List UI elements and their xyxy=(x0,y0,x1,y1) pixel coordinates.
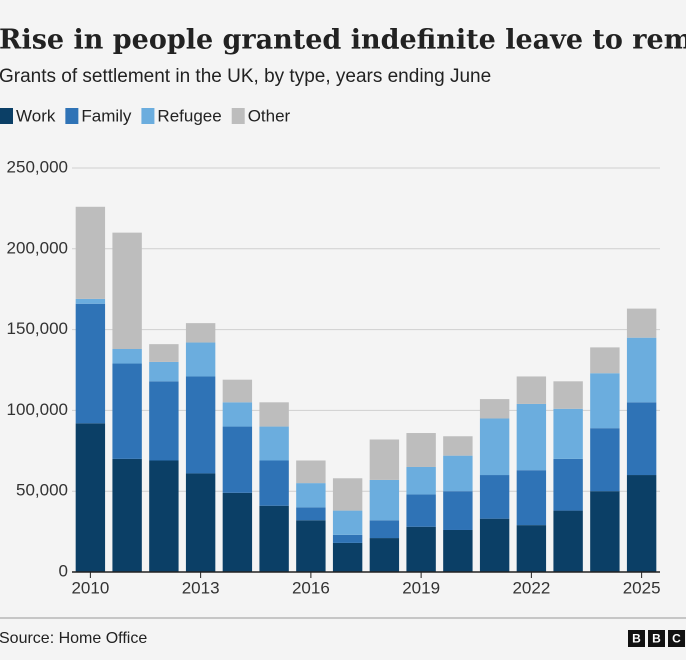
bar-segment xyxy=(553,381,583,409)
bar-segment xyxy=(479,475,510,519)
logo-letter: C xyxy=(672,632,681,646)
bar-segment xyxy=(75,298,106,304)
bar-segment xyxy=(516,525,547,572)
logo-box xyxy=(648,630,665,647)
bar-segment xyxy=(75,206,106,299)
y-tick-label: 250,000 xyxy=(7,157,68,176)
y-tick-label: 150,000 xyxy=(7,319,68,338)
bar-segment xyxy=(332,478,363,511)
bar-segment xyxy=(149,381,179,461)
legend-swatch xyxy=(65,108,79,124)
bar-segment xyxy=(626,402,657,476)
bar-segment xyxy=(479,418,510,476)
chart-title: Rise in people granted indefinite leave … xyxy=(0,25,686,56)
bar-segment xyxy=(185,473,216,572)
bar-segment xyxy=(112,232,142,349)
y-tick-label: 50,000 xyxy=(16,481,68,500)
bar-segment xyxy=(406,466,436,495)
bar-segment xyxy=(626,308,657,338)
bar-segment xyxy=(332,542,363,572)
logo-letter: B xyxy=(652,632,661,646)
bar-segment xyxy=(553,510,583,572)
x-tick-label: 2019 xyxy=(402,578,440,597)
bar-segment xyxy=(222,379,253,403)
bar-segment xyxy=(185,323,216,343)
bar-segment xyxy=(75,303,106,424)
bar-segment xyxy=(222,402,253,427)
bar-segment xyxy=(259,505,289,572)
bar-segment xyxy=(369,520,400,539)
bar-segment xyxy=(332,534,363,543)
bar-segment xyxy=(259,402,289,427)
bar-segment xyxy=(590,428,620,492)
x-tick-label: 2013 xyxy=(182,578,220,597)
bar-segment xyxy=(406,433,436,467)
y-tick-label: 100,000 xyxy=(7,400,68,419)
bar-segment xyxy=(185,376,216,474)
bar-segment xyxy=(149,361,179,382)
legend-label: Work xyxy=(16,106,56,125)
bar-segment xyxy=(516,403,547,471)
bar-segment xyxy=(406,526,436,572)
x-tick-label: 2025 xyxy=(623,578,661,597)
bar-segment xyxy=(296,460,326,484)
bar-segment xyxy=(185,342,216,377)
legend-swatch xyxy=(141,108,155,124)
bar-segment xyxy=(112,348,142,364)
logo-box xyxy=(628,630,645,647)
bar-segment xyxy=(406,494,436,527)
bar-segment xyxy=(590,491,620,572)
logo-letter: B xyxy=(632,632,641,646)
bar-segment xyxy=(222,426,253,493)
legend-label: Family xyxy=(81,106,132,125)
bar-segment xyxy=(296,507,326,521)
bar-segment xyxy=(259,460,289,506)
bar-segment xyxy=(369,538,400,572)
x-tick-label: 2010 xyxy=(71,578,109,597)
bar-segment xyxy=(443,491,473,530)
bar-segment xyxy=(369,479,400,521)
bar-segment xyxy=(443,436,473,456)
bar-segment xyxy=(516,376,547,404)
bar-segment xyxy=(590,347,620,374)
y-tick-label: 200,000 xyxy=(7,238,68,257)
bar-segment xyxy=(553,408,583,459)
x-tick-label: 2016 xyxy=(292,578,330,597)
logo-box xyxy=(668,630,685,647)
bar-segment xyxy=(296,520,326,572)
bar-segment xyxy=(332,510,363,535)
bar-segment xyxy=(296,483,326,508)
bar-segment xyxy=(626,475,657,572)
bar-segment xyxy=(112,458,142,572)
bar-segment xyxy=(443,529,473,572)
y-tick-label: 0 xyxy=(59,561,68,580)
legend-label: Refugee xyxy=(157,106,221,125)
bar-segment xyxy=(112,363,142,459)
bar-segment xyxy=(222,492,253,572)
bar-segment xyxy=(479,518,510,572)
legend-swatch xyxy=(0,108,13,124)
chart-subtitle: Grants of settlement in the UK, by type,… xyxy=(0,66,491,87)
x-tick-label: 2022 xyxy=(512,578,550,597)
bar-segment xyxy=(149,460,179,572)
bar-segment xyxy=(149,344,179,362)
legend-label: Other xyxy=(248,106,291,125)
bar-segment xyxy=(479,399,510,419)
source: Source: Home Office xyxy=(0,630,147,647)
bar-segment xyxy=(443,455,473,492)
bar-segment xyxy=(553,458,583,511)
bar-segment xyxy=(626,337,657,403)
bar-segment xyxy=(369,439,400,480)
bar-segment xyxy=(516,470,547,526)
bar-segment xyxy=(75,423,106,572)
bar-segment xyxy=(259,426,289,461)
bar-segment xyxy=(590,373,620,429)
legend-swatch xyxy=(231,108,245,124)
